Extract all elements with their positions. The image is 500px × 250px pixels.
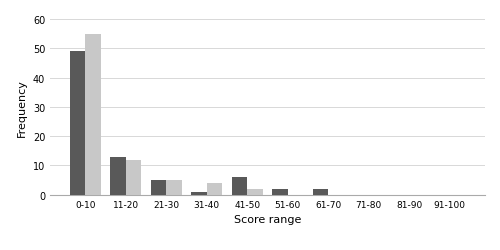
Bar: [166, 180, 182, 195]
Bar: [110, 157, 126, 195]
X-axis label: Score range: Score range: [234, 214, 301, 224]
Bar: [126, 160, 141, 195]
Y-axis label: Frequency: Frequency: [17, 79, 27, 136]
Bar: [313, 189, 328, 195]
Bar: [247, 189, 262, 195]
Bar: [272, 189, 288, 195]
Bar: [85, 34, 100, 195]
Bar: [206, 183, 222, 195]
Bar: [232, 178, 247, 195]
Bar: [70, 52, 85, 195]
Bar: [151, 180, 166, 195]
Bar: [192, 192, 206, 195]
